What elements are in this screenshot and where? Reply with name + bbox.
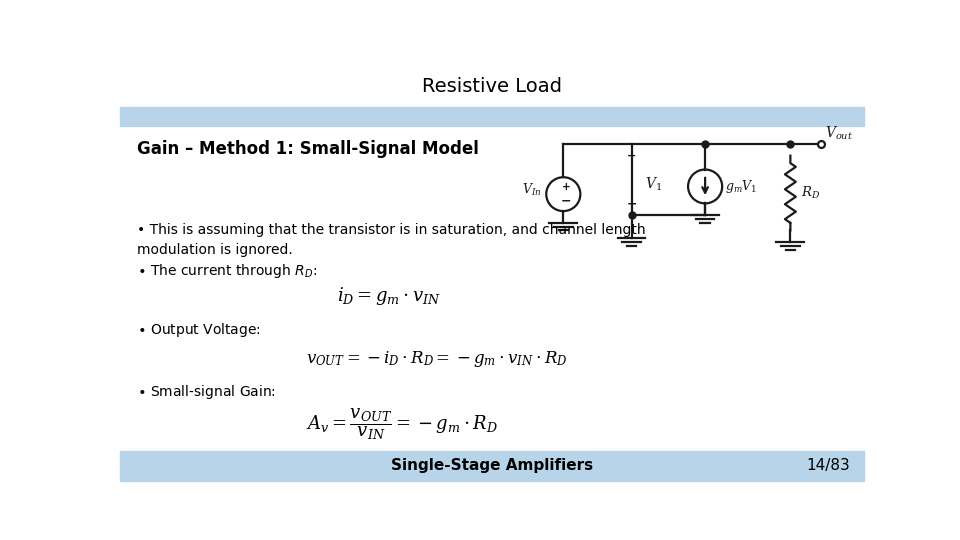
Text: +: +	[562, 182, 571, 192]
Text: $g_mV_1$: $g_mV_1$	[725, 178, 757, 195]
Text: Gain – Method 1: Small-Signal Model: Gain – Method 1: Small-Signal Model	[137, 140, 479, 159]
Text: +: +	[627, 151, 636, 161]
Text: 14/83: 14/83	[806, 458, 850, 474]
Text: $V_{out}$: $V_{out}$	[826, 124, 853, 142]
Text: −: −	[562, 194, 571, 207]
Text: $\bullet$ The current through $R_D$:: $\bullet$ The current through $R_D$:	[137, 262, 317, 280]
Bar	[120, 451, 864, 481]
Text: $i_D = g_m \cdot v_{IN}$: $i_D = g_m \cdot v_{IN}$	[337, 285, 441, 307]
Text: Single-Stage Amplifiers: Single-Stage Amplifiers	[391, 458, 593, 474]
Text: • This is assuming that the transistor is in saturation, and channel length: • This is assuming that the transistor i…	[137, 224, 646, 238]
Bar	[120, 107, 864, 126]
Text: −: −	[626, 198, 636, 211]
Text: modulation is ignored.: modulation is ignored.	[137, 242, 293, 256]
Text: $\bullet$ Output Voltage:: $\bullet$ Output Voltage:	[137, 321, 261, 340]
Text: Resistive Load: Resistive Load	[422, 77, 562, 96]
Text: $\bullet$ Small-signal Gain:: $\bullet$ Small-signal Gain:	[137, 383, 276, 401]
Text: $V_{In}$: $V_{In}$	[522, 183, 541, 198]
Text: $V_1$: $V_1$	[645, 176, 662, 193]
Text: $v_{OUT} = -i_D \cdot R_D = -g_m \cdot v_{IN} \cdot R_D$: $v_{OUT} = -i_D \cdot R_D = -g_m \cdot v…	[306, 349, 567, 369]
Text: $A_v = \dfrac{v_{OUT}}{v_{IN}} = -g_m \cdot R_D$: $A_v = \dfrac{v_{OUT}}{v_{IN}} = -g_m \c…	[306, 407, 498, 442]
Text: $R_D$: $R_D$	[802, 185, 821, 201]
